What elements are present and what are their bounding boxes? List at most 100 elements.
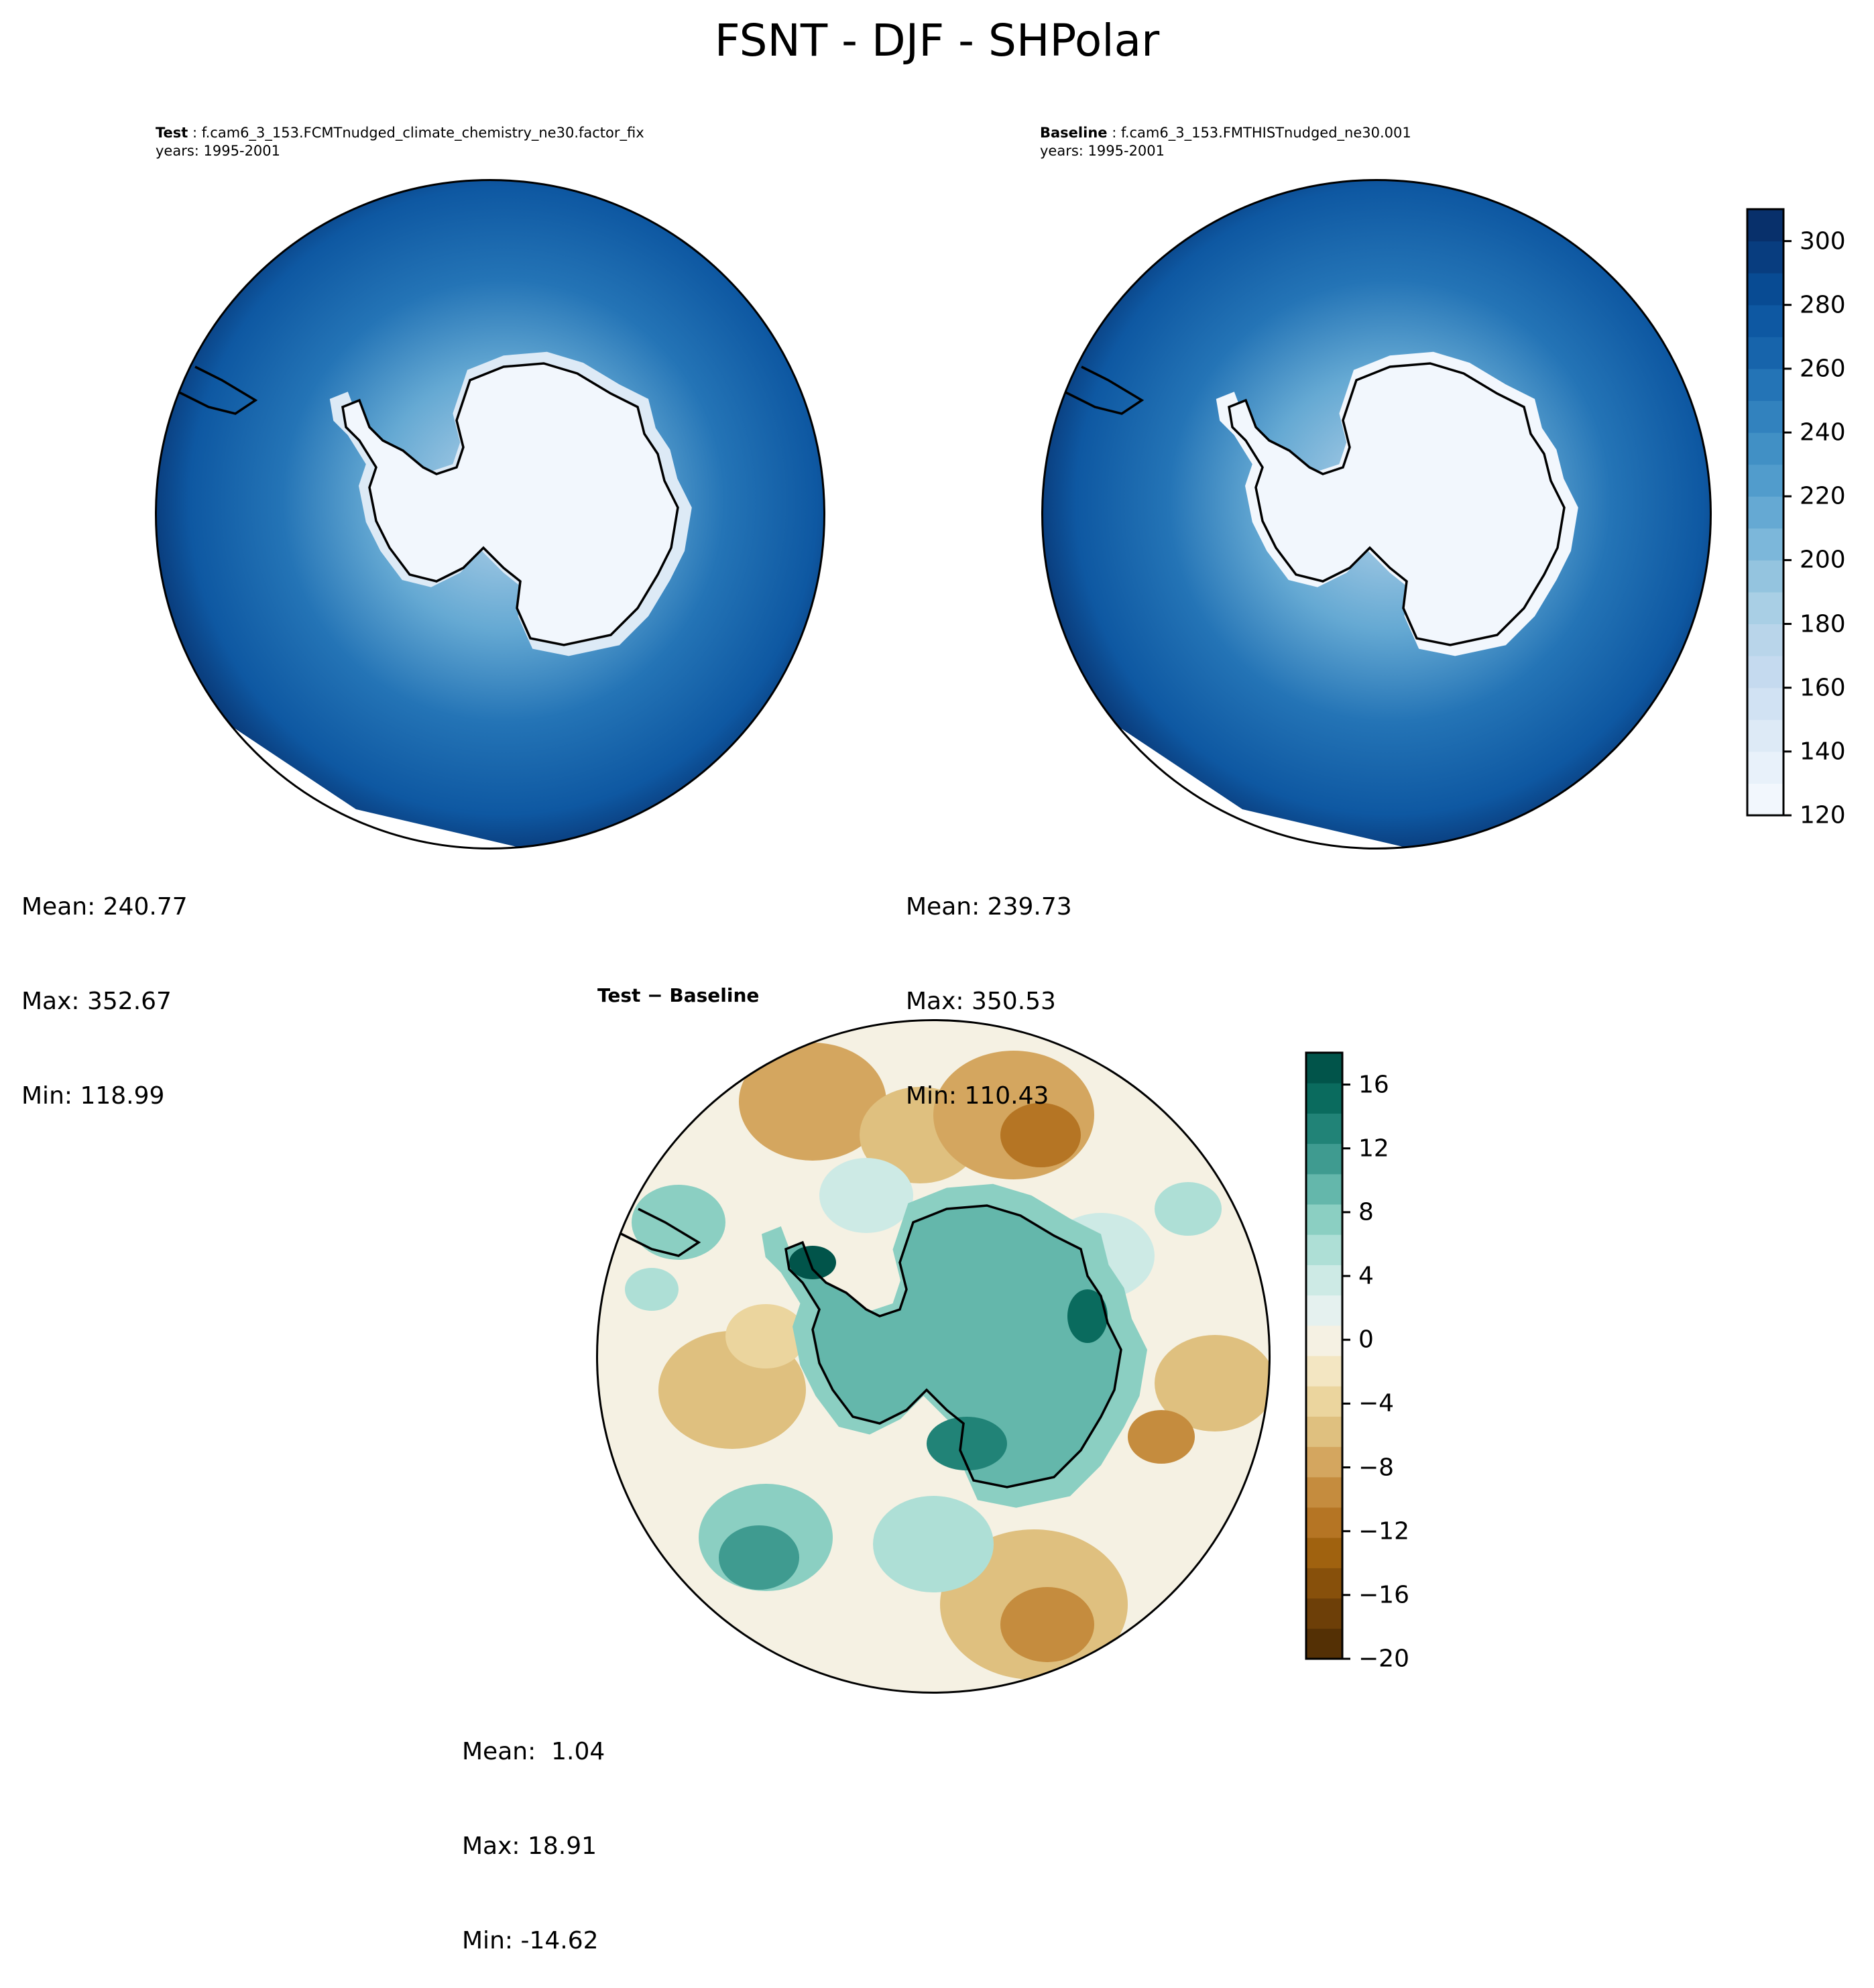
antarctica-interior: [1229, 363, 1564, 645]
colorbar-level: [1747, 273, 1783, 306]
colorbar-tick-label: 12: [1358, 1134, 1389, 1163]
colorbar-level: [1306, 1143, 1342, 1175]
panel-baseline-subtitle: Baseline : f.cam6_3_153.FMTHISTnudged_ne…: [1040, 125, 1411, 159]
colorbar-difference-ticks: −20 −16 −12 −8 −4 0 4 8 12 16: [1358, 1053, 1466, 1672]
colorbar-absolute-bar: [1746, 208, 1792, 817]
anomaly-blob: [632, 1185, 725, 1260]
map-test: [155, 179, 825, 850]
anomaly-blob: [819, 1158, 913, 1233]
colorbar-tick-label: −4: [1358, 1389, 1395, 1417]
stat-max: Max: 350.53: [906, 988, 1056, 1015]
colorbar-level: [1306, 1446, 1342, 1478]
colorbar-level: [1747, 687, 1783, 720]
stat-max: Max: 352.67: [21, 988, 172, 1015]
map-baseline: [1041, 179, 1712, 850]
colorbar-level: [1747, 528, 1783, 561]
colorbar-level: [1306, 1204, 1342, 1235]
colorbar-level: [1747, 496, 1783, 529]
colorbar-level: [1306, 1295, 1342, 1326]
panel-diff-stats: Mean: 1.04 Max: 18.91 Min: -14.62: [462, 1673, 605, 1988]
stat-min: Min: 110.43: [906, 1082, 1049, 1110]
colorbar-level: [1747, 751, 1783, 784]
colorbar-level: [1306, 1386, 1342, 1417]
anomaly-blob: [739, 1043, 886, 1161]
colorbar-level: [1747, 368, 1783, 401]
anomaly-blob: [719, 1525, 799, 1590]
colorbar-frame: [1746, 208, 1785, 817]
stat-mean: Mean: 240.77: [21, 893, 188, 921]
colorbar-tick-label: −12: [1358, 1517, 1409, 1545]
colorbar-level: [1747, 337, 1783, 369]
colorbar-level: [1747, 624, 1783, 656]
panel-test-label: Test: [156, 125, 188, 141]
colorbar-level: [1306, 1476, 1342, 1508]
panel-baseline-label: Baseline: [1040, 125, 1108, 141]
colorbar-tick-label: 8: [1358, 1198, 1374, 1226]
anomaly-blob: [1155, 1335, 1270, 1431]
colorbar-difference-bar: [1305, 1051, 1350, 1660]
stat-min: Min: 118.99: [21, 1082, 165, 1110]
figure-title: FSNT - DJF - SHPolar: [714, 15, 1160, 66]
anomaly-blob: [1128, 1410, 1195, 1464]
anomaly-blob: [927, 1417, 1007, 1470]
antarctica-interior: [786, 1206, 1121, 1487]
map-boundary: [155, 179, 825, 850]
panel-baseline-years: years: 1995-2001: [1040, 143, 1165, 159]
colorbar-level: [1306, 1507, 1342, 1538]
colorbar-level: [1306, 1356, 1342, 1387]
panel-test-stats: Mean: 240.77 Max: 352.67 Min: 118.99: [21, 828, 188, 1143]
anomaly-blob: [1067, 1289, 1108, 1343]
colorbar-level: [1306, 1598, 1342, 1629]
stat-max: Max: 18.91: [462, 1832, 597, 1860]
stat-mean: Mean: 239.73: [906, 893, 1072, 921]
colorbar-level: [1747, 783, 1783, 816]
colorbar-frame: [1305, 1051, 1344, 1660]
colorbar-tick-label: 16: [1358, 1071, 1389, 1099]
coastline-south-america: [611, 1208, 701, 1257]
colorbar-level: [1306, 1173, 1342, 1205]
colorbar-level: [1747, 719, 1783, 752]
colorbar-tick-label: 180: [1800, 610, 1846, 638]
coastline-south-america: [168, 365, 258, 415]
coastline: [1228, 362, 1566, 646]
colorbar-tick-label: 140: [1800, 738, 1846, 766]
colorbar-tick-label: −8: [1358, 1454, 1395, 1482]
coastline-south-america: [1054, 365, 1145, 415]
map-difference: [596, 1019, 1271, 1694]
colorbar-level: [1747, 464, 1783, 497]
colorbar-tick-label: 240: [1800, 418, 1846, 447]
colorbar-level: [1747, 209, 1783, 242]
stat-min: Min: -14.62: [462, 1927, 599, 1954]
colorbar-level: [1306, 1628, 1342, 1659]
colorbar-level: [1306, 1568, 1342, 1599]
anomaly-blob: [725, 1304, 806, 1368]
colorbar-tick-label: −20: [1358, 1645, 1409, 1673]
stat-mean: Mean: 1.04: [462, 1738, 605, 1765]
panel-test-case: f.cam6_3_153.FCMTnudged_climate_chemistr…: [201, 125, 644, 141]
colorbar-level: [1747, 432, 1783, 465]
colorbar-level: [1747, 400, 1783, 433]
colorbar-level: [1306, 1265, 1342, 1296]
colorbar-tick-label: −16: [1358, 1581, 1409, 1609]
colorbar-level: [1306, 1416, 1342, 1448]
colorbar-level: [1306, 1537, 1342, 1568]
colorbar-level: [1306, 1083, 1342, 1114]
anomaly-blob: [1155, 1182, 1222, 1236]
anomaly-blob: [1000, 1587, 1094, 1662]
colorbar-tick-label: 260: [1800, 355, 1846, 383]
anomaly-blob: [625, 1268, 679, 1311]
colorbar-tick-label: 300: [1800, 227, 1846, 255]
anomaly-blob: [789, 1246, 836, 1279]
colorbar-tick-label: 160: [1800, 674, 1846, 702]
colorbar-absolute: 120 140 160 180 200 220 240 260 280 300: [1746, 208, 1874, 829]
colorbar-difference: −20 −16 −12 −8 −4 0 4 8 12 16: [1305, 1051, 1467, 1673]
colorbar-tick-label: 220: [1800, 482, 1846, 510]
map-boundary: [596, 1019, 1271, 1694]
colorbar-level: [1747, 656, 1783, 689]
panel-test-years: years: 1995-2001: [156, 143, 281, 159]
panel-baseline-stats: Mean: 239.73 Max: 350.53 Min: 110.43: [906, 828, 1072, 1143]
colorbar-level: [1747, 591, 1783, 625]
colorbar-tick-label: 120: [1800, 801, 1846, 829]
colorbar-tick-label: 4: [1358, 1262, 1374, 1290]
colorbar-level: [1747, 560, 1783, 593]
